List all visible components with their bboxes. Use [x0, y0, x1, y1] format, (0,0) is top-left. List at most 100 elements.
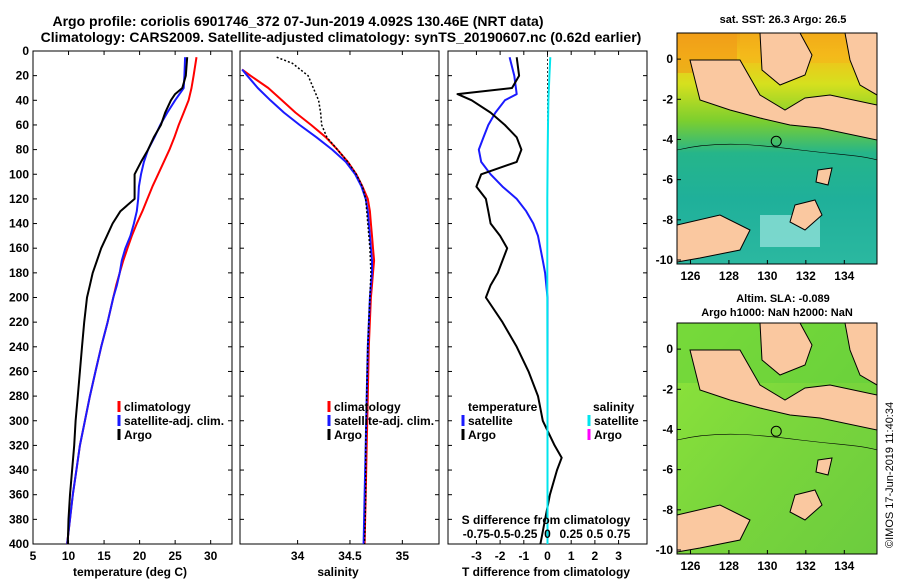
- salinity-legend: climatology satellite-adj. clim. Argo: [327, 400, 434, 442]
- series-line-t-argo: [456, 57, 563, 545]
- lat-tick-label: 0: [666, 52, 673, 66]
- salinity-panel: [239, 50, 440, 545]
- temperature-xlabel: temperature (deg C): [73, 565, 187, 579]
- temperature-x-ticks: 5 10 15 20 25 30: [30, 51, 218, 563]
- depth-tick-label: 360: [9, 488, 29, 502]
- lat-tick-label: -2: [662, 92, 673, 106]
- x-tick-label: 34: [291, 549, 305, 563]
- x-tick-label: 35: [396, 549, 410, 563]
- salinity-series: [241, 56, 376, 545]
- secondary-tick-label: 0: [544, 527, 551, 541]
- sla-map-ticks: 126 128 130 132 134 0 -2 -4 -6 -8 -10: [656, 342, 855, 573]
- land-mass: [789, 489, 823, 521]
- depth-tick-label: 140: [9, 217, 29, 231]
- depth-tick-label: 320: [9, 438, 29, 452]
- x-tick-label: -1: [518, 549, 529, 563]
- title-line-1: Argo profile: coriolis 6901746_372 07-Ju…: [52, 13, 543, 29]
- x-tick-label: 15: [97, 549, 111, 563]
- title-line-2: Climatology: CARS2009. Satellite-adjuste…: [41, 29, 642, 45]
- depth-tick-label: 40: [16, 93, 30, 107]
- land-mass: [689, 59, 877, 141]
- difference-x-ticks: -3 -2 -1 0 1 2 3: [471, 51, 622, 563]
- depth-tick-label: 200: [9, 291, 29, 305]
- sst-map-ticks: 126 128 130 132 134 0 -2 -4 -6 -8 -10: [656, 52, 855, 283]
- lat-tick-label: -6: [662, 463, 673, 477]
- land-mass: [844, 323, 877, 386]
- legend-label-argo: Argo: [124, 428, 152, 442]
- x-tick-label: 5: [30, 549, 37, 563]
- series-line-satellite-adj-clim-: [241, 68, 373, 545]
- x-tick-label: 30: [204, 549, 218, 563]
- lon-tick-label: 132: [796, 269, 816, 283]
- lat-tick-label: -8: [662, 503, 673, 517]
- depth-tick-label: 340: [9, 463, 29, 477]
- x-tick-label: 0: [544, 549, 551, 563]
- lat-tick-label: -10: [656, 253, 674, 267]
- float-location-marker: [770, 425, 782, 437]
- land-mass: [815, 167, 833, 186]
- x-tick-label: 1: [568, 549, 575, 563]
- x-tick-label: 2: [592, 549, 599, 563]
- land-mass: [689, 349, 877, 431]
- difference-series: [456, 51, 563, 545]
- land-mass: [844, 33, 877, 96]
- depth-tick-label: 80: [16, 143, 30, 157]
- x-tick-label: 20: [133, 549, 147, 563]
- x-tick-label: 10: [62, 549, 76, 563]
- depth-tick-label: 160: [9, 241, 29, 255]
- watermark: ©IMOS 17-Jun-2019 11:40:34: [884, 402, 896, 548]
- lon-tick-label: 126: [680, 269, 700, 283]
- lon-tick-label: 126: [680, 559, 700, 573]
- legend-label-argo: Argo: [334, 428, 362, 442]
- bathymetry-contour: [677, 143, 877, 161]
- lat-tick-label: 0: [666, 342, 673, 356]
- legend-label-t-satellite: satellite: [468, 414, 513, 428]
- lon-tick-label: 128: [719, 559, 739, 573]
- depth-tick-label: 60: [16, 118, 30, 132]
- land-mass: [759, 323, 813, 376]
- salinity-xlabel: salinity: [317, 565, 359, 579]
- sla-map-frame: [676, 322, 878, 555]
- sst-map: 126 128 130 132 134 0 -2 -4 -6 -8 -10: [656, 32, 878, 283]
- difference-legend-salinity: salinity satellite Argo: [587, 400, 639, 442]
- land-mass: [759, 33, 813, 86]
- series-line-s-satellite: [546, 57, 552, 544]
- depth-tick-label: 380: [9, 512, 29, 526]
- sla-map-title: Altim. SLA: -0.089: [736, 293, 830, 305]
- sla-map-subtitle: Argo h1000: NaN h2000: NaN: [701, 307, 853, 319]
- lon-tick-label: 132: [796, 559, 816, 573]
- series-line-argo: [276, 56, 372, 545]
- temperature-series: [66, 57, 198, 545]
- float-location-marker: [770, 135, 782, 147]
- depth-tick-label: 240: [9, 340, 29, 354]
- x-tick-label: 25: [168, 549, 182, 563]
- depth-tick-label: 100: [9, 167, 29, 181]
- x-tick-label: -2: [495, 549, 506, 563]
- lon-tick-label: 128: [719, 269, 739, 283]
- legend-label-satellite-adj: satellite-adj. clim.: [124, 414, 224, 428]
- depth-tick-label: 20: [16, 69, 30, 83]
- legend-label-climatology: climatology: [124, 400, 191, 414]
- legend-label-t-argo: Argo: [468, 428, 496, 442]
- land-mass: [815, 457, 833, 476]
- depth-tick-label: 280: [9, 389, 29, 403]
- land-mass: [677, 504, 751, 553]
- land-mass: [677, 214, 751, 263]
- depth-axis: 0 20 40 60 80 100 120 140 160 180 200 220 240 260 280 3…: [9, 44, 647, 551]
- difference-legend-temperature: temperature satellite Argo: [461, 400, 538, 442]
- lat-tick-label: -6: [662, 173, 673, 187]
- salinity-difference-ticks: -0.75 -0.5 -0.25 0 0.25 0.5 0.75: [463, 527, 631, 541]
- legend-label-s-satellite: satellite: [594, 414, 639, 428]
- lon-tick-label: 134: [834, 559, 854, 573]
- depth-tick-label: 120: [9, 192, 29, 206]
- legend-label-satellite-adj: satellite-adj. clim.: [334, 414, 434, 428]
- secondary-tick-label: 0.75: [607, 527, 631, 541]
- sst-map-title: sat. SST: 26.3 Argo: 26.5: [720, 14, 847, 26]
- x-tick-label: 34.5: [338, 549, 362, 563]
- legend-label-climatology: climatology: [334, 400, 401, 414]
- lon-tick-label: 134: [834, 269, 854, 283]
- secondary-tick-label: -0.5: [490, 527, 511, 541]
- lon-tick-label: 130: [757, 559, 777, 573]
- temperature-panel: [32, 50, 233, 545]
